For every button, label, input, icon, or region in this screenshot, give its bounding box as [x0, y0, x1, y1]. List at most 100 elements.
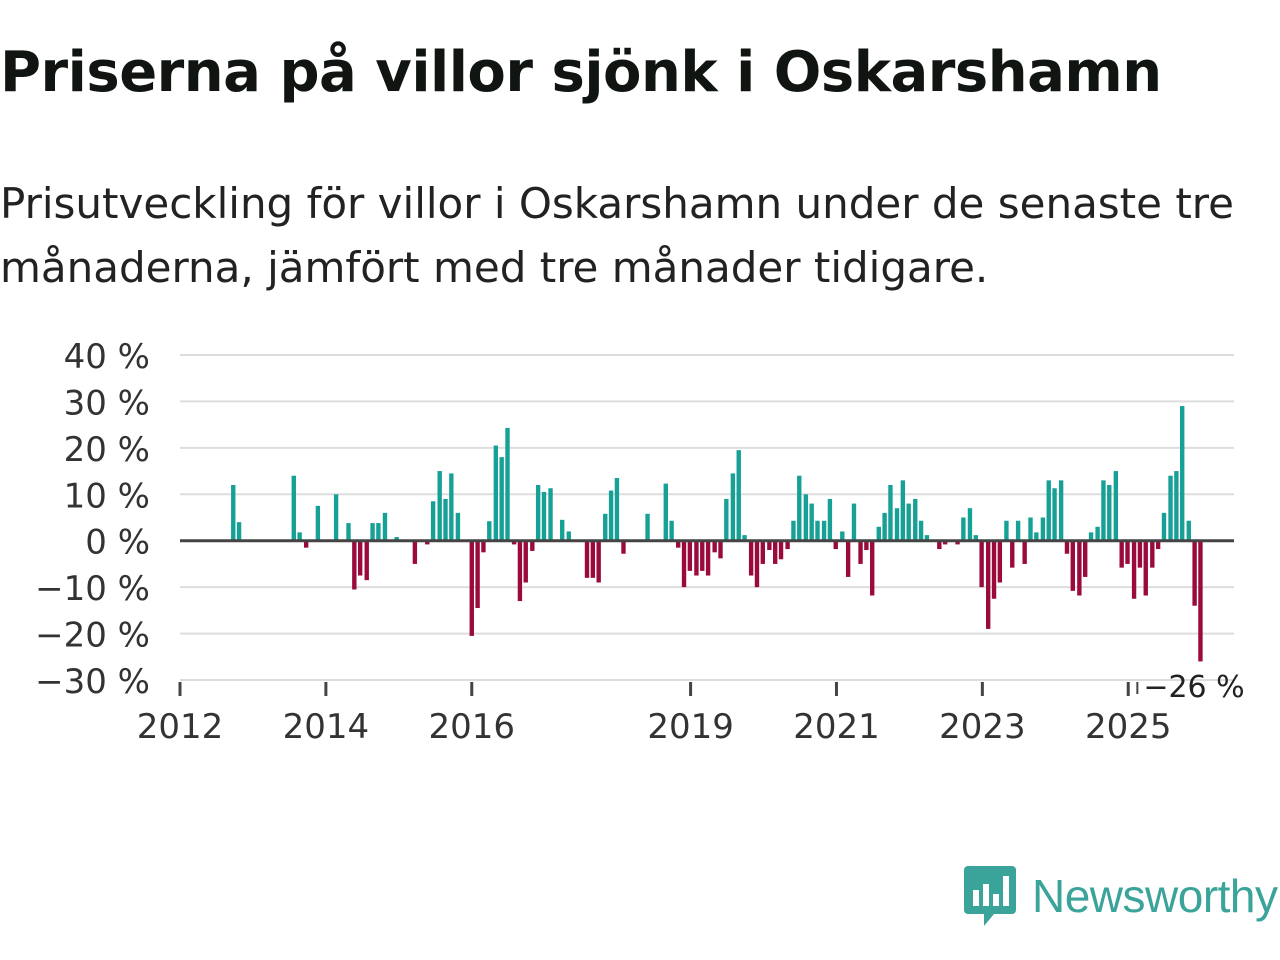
- bar: [1101, 480, 1106, 541]
- bar: [876, 526, 881, 541]
- bar: [1028, 517, 1033, 541]
- bar: [712, 540, 717, 553]
- bar: [754, 540, 760, 588]
- bar: [991, 540, 997, 599]
- bar: [918, 520, 924, 541]
- bar: [370, 523, 375, 541]
- bar: [481, 540, 486, 553]
- bar: [517, 540, 523, 602]
- bar: [858, 540, 863, 564]
- bar: [1192, 540, 1197, 606]
- bar: [1119, 540, 1124, 568]
- bar: [827, 498, 833, 541]
- bar: [815, 520, 820, 541]
- bar: [297, 532, 302, 541]
- bar: [797, 475, 802, 541]
- bar: [291, 475, 296, 541]
- bar: [1046, 480, 1051, 541]
- bar: [231, 485, 236, 541]
- bar: [906, 503, 911, 541]
- bar: [736, 450, 741, 541]
- y-tick-label: 10 %: [64, 476, 150, 516]
- bar: [900, 480, 906, 541]
- bar: [1125, 540, 1130, 564]
- bar: [791, 520, 796, 541]
- bar: [364, 540, 369, 581]
- bar: [394, 537, 399, 541]
- chart-title: Priserna på villor sjönk i Oskarshamn: [0, 40, 1162, 105]
- bar: [718, 540, 723, 559]
- chart-subtitle: Prisutveckling för villor i Oskarshamn u…: [0, 179, 1234, 292]
- bar: [1168, 475, 1173, 541]
- bar: [700, 540, 705, 571]
- y-tick-label: 30 %: [64, 383, 150, 423]
- bar: [760, 540, 765, 564]
- bar: [1131, 540, 1137, 599]
- bar: [487, 521, 492, 541]
- bar: [821, 520, 827, 541]
- x-tick-label: 2014: [283, 707, 370, 747]
- bar: [1070, 540, 1075, 591]
- bar: [412, 540, 418, 564]
- bar: [833, 540, 838, 550]
- bar: [767, 540, 772, 550]
- bar: [742, 535, 747, 541]
- bar: [894, 508, 900, 541]
- bar: [645, 513, 650, 541]
- bar: [986, 540, 991, 629]
- bar: [1143, 540, 1148, 596]
- bar: [961, 517, 966, 541]
- bar: [748, 540, 754, 576]
- bar: [236, 522, 242, 541]
- y-tick-label: 40 %: [64, 337, 150, 377]
- bar: [1015, 520, 1021, 541]
- bar: [603, 513, 608, 541]
- bar: [596, 540, 601, 583]
- bar: [523, 540, 528, 583]
- bar: [973, 535, 978, 541]
- bar: [778, 540, 784, 560]
- bar: [937, 540, 942, 550]
- price-change-bar-chart: 40 %30 %20 %10 %0 %−10 %−20 %−30 % 2012 2…: [35, 337, 1245, 747]
- bar: [955, 540, 960, 545]
- bar: [1040, 517, 1046, 541]
- bar: [1077, 540, 1082, 596]
- bar: [785, 540, 790, 550]
- bar: [1174, 471, 1179, 541]
- bar: [1022, 540, 1027, 564]
- bar: [590, 540, 596, 578]
- bar: [493, 445, 499, 541]
- bar: [694, 540, 699, 576]
- bar: [845, 540, 851, 577]
- bar: [676, 540, 681, 548]
- bar: [1088, 532, 1094, 541]
- bar: [548, 488, 553, 541]
- newsworthy-logo-text: Newsworthy: [1032, 870, 1278, 922]
- y-tick-label: −30 %: [35, 662, 150, 702]
- bar: [346, 523, 351, 541]
- bar: [809, 503, 814, 541]
- bar: [1150, 540, 1155, 568]
- bar: [1010, 540, 1015, 568]
- x-tick-label: 2025: [1085, 707, 1172, 747]
- bar: [724, 498, 729, 541]
- bar: [663, 483, 668, 541]
- bar: [455, 512, 461, 541]
- bar: [979, 540, 984, 588]
- bar: [535, 485, 541, 541]
- bar: [1058, 480, 1064, 541]
- bar: [621, 540, 626, 554]
- x-tick-label: 2021: [793, 707, 880, 747]
- y-tick-label: 0 %: [85, 523, 150, 563]
- y-tick-label: −20 %: [35, 616, 150, 656]
- x-tick-label: 2023: [939, 707, 1026, 747]
- bar: [352, 540, 357, 590]
- bar: [1180, 406, 1185, 541]
- bar: [803, 494, 809, 541]
- newsworthy-logo-icon: [964, 866, 1016, 926]
- bar: [1052, 488, 1057, 541]
- bar: [1034, 532, 1039, 541]
- bar: [669, 520, 674, 541]
- bar: [376, 523, 381, 541]
- bar: [1161, 512, 1167, 541]
